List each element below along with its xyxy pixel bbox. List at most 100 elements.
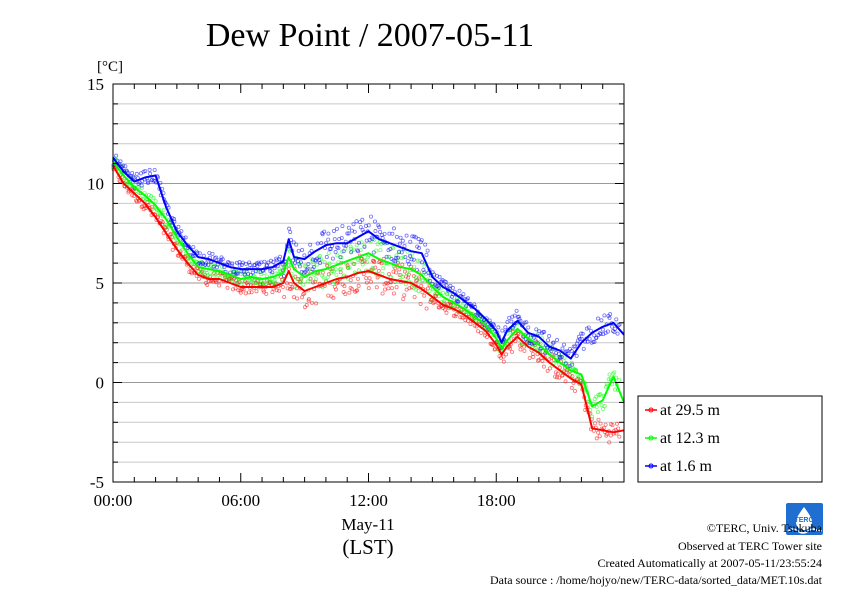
y-tick-label-0: -5: [90, 473, 104, 492]
sample-point: [165, 224, 170, 229]
sample-point: [331, 295, 336, 300]
sample-point: [554, 375, 559, 380]
sample-point: [358, 220, 363, 225]
series-lines: [112, 156, 625, 434]
sample-point: [417, 246, 422, 251]
sample-point: [595, 410, 600, 415]
sample-point: [262, 289, 267, 294]
sample-point: [562, 342, 567, 347]
sample-point: [207, 250, 212, 255]
sample-point: [264, 291, 269, 296]
sample-point: [604, 381, 609, 386]
sample-point: [411, 285, 416, 290]
sample-point: [172, 217, 177, 222]
sample-point: [247, 260, 252, 265]
sample-point: [534, 327, 539, 332]
sample-point: [333, 287, 338, 292]
sample-point: [600, 327, 605, 332]
sample-point: [232, 269, 237, 274]
sample-point: [290, 285, 295, 290]
sample-point: [356, 240, 361, 245]
sample-point: [569, 360, 574, 365]
sample-point: [493, 347, 498, 352]
sample-point: [123, 164, 128, 169]
sample-point: [413, 275, 418, 280]
sample-point: [360, 262, 365, 267]
sample-point: [453, 314, 458, 319]
sample-point: [322, 260, 327, 265]
sample-point: [405, 259, 410, 264]
legend-marker-2: [648, 463, 654, 469]
sample-point: [369, 214, 374, 219]
sample-point: [179, 229, 184, 234]
sample-point: [311, 262, 316, 267]
sample-point: [500, 328, 505, 333]
sample-point: [440, 290, 445, 295]
sample-point: [598, 421, 603, 426]
sample-point: [143, 169, 148, 174]
sample-point: [614, 317, 619, 322]
sample-point: [466, 296, 471, 301]
sample-point: [565, 349, 570, 354]
sample-point: [303, 264, 308, 269]
sample-point: [285, 286, 290, 291]
sample-point: [351, 222, 356, 227]
sample-point: [292, 261, 297, 266]
sample-point: [571, 344, 576, 349]
terc-logo: TERC: [786, 503, 823, 535]
sample-point: [461, 292, 466, 297]
sample-point: [326, 293, 331, 298]
sample-point: [352, 229, 357, 234]
sample-point: [522, 348, 527, 353]
sample-point: [401, 297, 406, 302]
sample-point: [326, 251, 331, 256]
sample-point: [364, 280, 369, 285]
sample-point: [139, 186, 144, 191]
sample-point: [402, 244, 407, 249]
sample-point: [301, 282, 306, 287]
sample-point: [563, 361, 568, 366]
series-line-0: [112, 165, 625, 434]
sample-point: [590, 414, 595, 419]
sample-point: [464, 303, 469, 308]
sample-point: [436, 285, 441, 290]
sample-point: [454, 312, 459, 317]
sample-point: [404, 233, 409, 238]
sample-point: [428, 278, 433, 283]
sample-point: [150, 204, 155, 209]
sample-point: [344, 243, 349, 248]
sample-point: [479, 330, 484, 335]
sample-point: [398, 235, 403, 240]
sample-point: [383, 287, 388, 292]
sample-point: [416, 288, 421, 293]
sample-point: [508, 346, 513, 351]
sample-point: [444, 310, 449, 315]
sample-point: [614, 421, 619, 426]
sample-point: [359, 240, 364, 245]
sample-point: [384, 254, 389, 259]
sample-point: [145, 179, 150, 184]
copyright-text: ©TERC, Univ. Tsukuba: [707, 521, 823, 535]
sample-point: [397, 241, 402, 246]
sample-point: [254, 289, 259, 294]
sample-point: [501, 354, 506, 359]
sample-point: [409, 257, 414, 262]
sample-point: [422, 270, 427, 275]
sample-point: [335, 253, 340, 258]
sample-point: [504, 352, 509, 357]
sample-point: [355, 276, 360, 281]
sample-point: [230, 261, 235, 266]
sample-point: [527, 341, 532, 346]
sample-point: [579, 331, 584, 336]
sample-point: [540, 358, 545, 363]
sample-point: [607, 315, 612, 320]
sample-point: [555, 371, 560, 376]
sample-point: [311, 264, 316, 269]
sample-point: [370, 237, 375, 242]
sample-point: [377, 225, 382, 230]
sample-point: [295, 276, 300, 281]
sample-point: [341, 249, 346, 254]
sample-point: [375, 275, 380, 280]
sample-point: [348, 244, 353, 249]
sample-point: [269, 272, 274, 277]
